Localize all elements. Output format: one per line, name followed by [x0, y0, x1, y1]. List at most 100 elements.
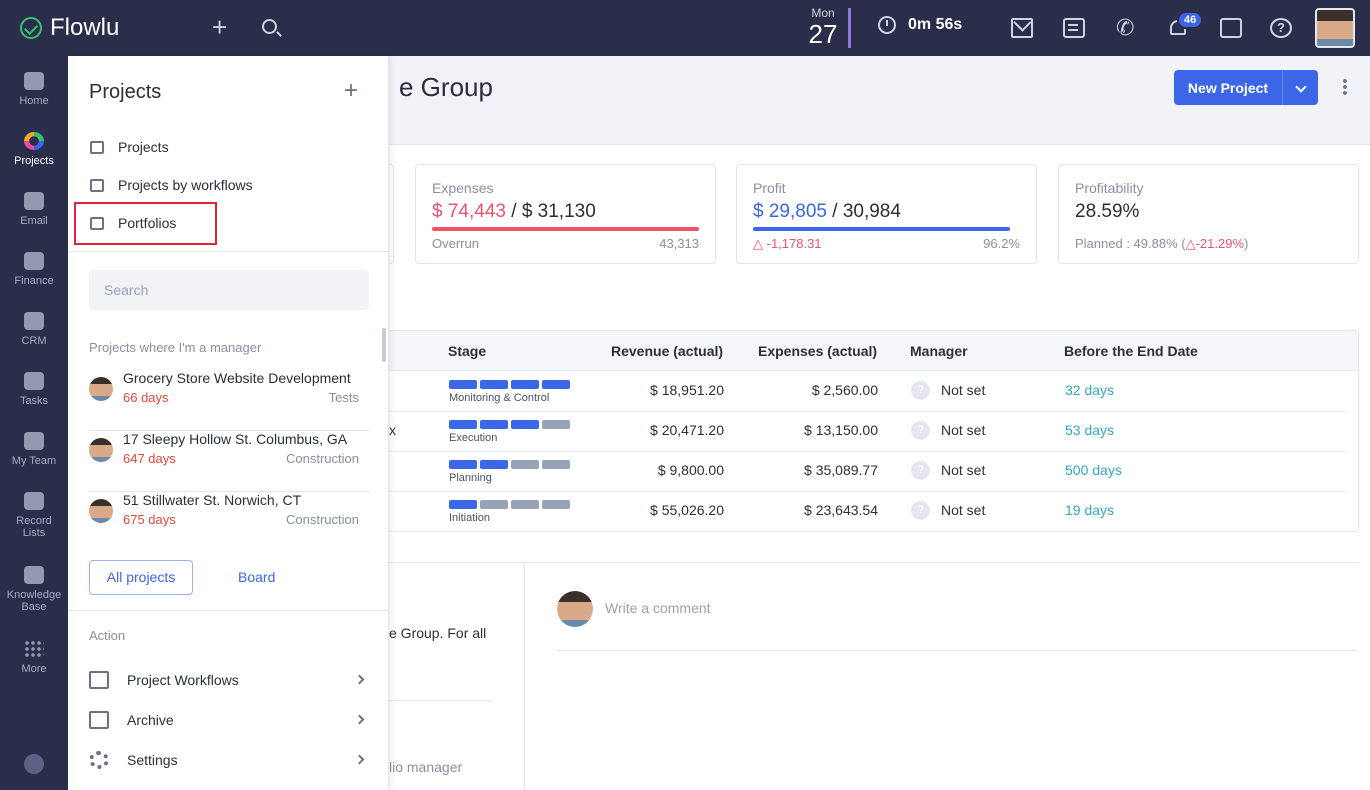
page-title: e Group: [399, 72, 493, 102]
comment-input[interactable]: Write a comment: [605, 600, 711, 616]
table-row[interactable]: x Execution $ 20,471.20 $ 13,150.00? Not set…: [381, 412, 1348, 452]
card-value: 28.59%: [1075, 201, 1140, 222]
stage-segment: [542, 380, 570, 389]
date-weekday: Mon: [811, 6, 835, 20]
panel-search-input[interactable]: [89, 270, 369, 310]
rail-label: CRM: [21, 335, 47, 347]
support-icon[interactable]: [24, 754, 44, 774]
planned-prefix: Planned : 49.88% (: [1075, 236, 1186, 251]
column-header[interactable]: Revenue (actual): [611, 343, 724, 359]
table-row[interactable]: Planning $ 9,800.00 $ 35,089.77? Not set 500…: [381, 452, 1348, 492]
panel-link-projects[interactable]: Projects: [90, 135, 169, 159]
knowledge-base-icon: [24, 566, 44, 584]
profit-actual: $ 29,805: [753, 201, 827, 222]
plus-icon[interactable]: +: [212, 12, 228, 42]
rail-item-finance[interactable]: Finance: [0, 252, 68, 287]
chat-icon[interactable]: [1220, 18, 1242, 38]
panel-divider: [68, 610, 389, 611]
card-value: $ 29,805 / 30,984: [753, 201, 901, 223]
rail-item-crm[interactable]: CRM: [0, 312, 68, 347]
column-header[interactable]: Stage: [448, 343, 487, 359]
list-item[interactable]: 51 Stillwater St. Norwich, CT 675 days C…: [89, 492, 369, 553]
rail-label: Home: [19, 95, 49, 107]
email-icon: [24, 192, 44, 210]
menu-item-archive[interactable]: Archive: [89, 705, 369, 735]
rail-item-more[interactable]: More: [0, 640, 68, 675]
question-icon: ?: [911, 501, 930, 520]
help-icon[interactable]: ?: [1270, 18, 1292, 38]
rail-item-my-team[interactable]: My Team: [0, 432, 68, 467]
list-item[interactable]: 17 Sleepy Hollow St. Columbus, GA 647 da…: [89, 431, 369, 492]
panel-link-portfolios[interactable]: Portfolios: [90, 211, 176, 235]
stage-progress: [449, 420, 570, 429]
rail-item-knowledge-base[interactable]: Knowledge Base: [0, 566, 68, 613]
stage-label: Planning: [449, 472, 492, 484]
column-header[interactable]: Manager: [910, 343, 968, 359]
panel-link-label: Portfolios: [118, 215, 177, 231]
menu-item-settings[interactable]: Settings: [89, 745, 369, 775]
value-separator: /: [505, 201, 522, 222]
card-title: Profit: [753, 180, 786, 196]
days-cell[interactable]: 32 days: [1065, 382, 1115, 398]
timer-value: 0m 56s: [908, 16, 963, 33]
mail-icon[interactable]: [1011, 18, 1033, 38]
rail-item-tasks[interactable]: Tasks: [0, 372, 68, 407]
stage-segment: [480, 380, 508, 389]
date-widget[interactable]: Mon 27: [806, 6, 840, 48]
expenses-actual: $ 74,443: [432, 201, 506, 222]
rail-item-record-lists[interactable]: Record Lists: [0, 492, 68, 539]
panel-link-projects-by-workflows[interactable]: Projects by workflows: [90, 173, 253, 197]
rail-item-projects[interactable]: Projects: [0, 132, 68, 167]
expenses-planned: $ 31,130: [521, 201, 596, 222]
list-divider: [89, 491, 369, 492]
search-icon[interactable]: [262, 19, 277, 34]
expenses-cell: $ 13,150.00: [804, 422, 878, 438]
rail-label: More: [21, 663, 47, 675]
table-row[interactable]: Initiation $ 55,026.20 $ 23,643.54? Not set…: [381, 492, 1348, 532]
kanban-icon: [90, 178, 104, 192]
rail-label: Projects: [14, 155, 54, 167]
column-header[interactable]: Before the End Date: [1064, 343, 1198, 359]
card-title: Expenses: [432, 180, 494, 196]
menu-item-project-workflows[interactable]: Project Workflows: [89, 665, 369, 695]
section-divider: [389, 562, 1359, 563]
rail-label: Tasks: [19, 395, 49, 407]
add-project-icon[interactable]: +: [344, 77, 359, 104]
stage-segment: [480, 500, 508, 509]
days-cell[interactable]: 53 days: [1065, 422, 1115, 438]
new-project-button[interactable]: New Project: [1174, 70, 1318, 105]
user-avatar[interactable]: [1315, 8, 1355, 48]
project-days: 675 days: [123, 512, 176, 527]
list-item[interactable]: Grocery Store Website Development 66 day…: [89, 370, 369, 431]
notification-badge: 46: [1177, 11, 1204, 29]
days-cell[interactable]: 500 days: [1065, 462, 1122, 478]
time-tracker[interactable]: 0m 56s: [878, 16, 962, 34]
table-row[interactable]: Monitoring & Control $ 18,951.20 $ 2,560.0…: [381, 372, 1348, 412]
days-cell[interactable]: 19 days: [1065, 502, 1115, 518]
profit-bar: [753, 227, 1010, 231]
rail-item-home[interactable]: Home: [0, 72, 68, 107]
board-link[interactable]: Board: [238, 569, 276, 585]
rail-label: Email: [20, 215, 48, 227]
all-projects-button[interactable]: All projects: [89, 560, 193, 595]
chevron-down-icon[interactable]: [1282, 70, 1318, 105]
revenue-cell: $ 20,471.20: [650, 422, 724, 438]
rail-item-email[interactable]: Email: [0, 192, 68, 227]
stage-progress: [449, 380, 570, 389]
stage-segment: [542, 460, 570, 469]
crm-icon: [24, 312, 44, 330]
project-days: 66 days: [123, 390, 169, 405]
panel-link-label: Projects by workflows: [118, 177, 253, 193]
column-header[interactable]: Expenses (actual): [758, 343, 878, 359]
project-type: Tests: [328, 390, 359, 405]
check-circle-icon: [20, 17, 42, 39]
project-days: 647 days: [123, 451, 176, 466]
panel-scrollbar[interactable]: [382, 328, 386, 362]
brand-name: Flowlu: [50, 14, 120, 41]
notes-icon[interactable]: [1063, 18, 1085, 38]
flowlu-logo[interactable]: Flowlu: [20, 14, 119, 42]
revenue-cell: $ 18,951.20: [650, 382, 724, 398]
menu-item-label: Project Workflows: [127, 672, 239, 688]
more-options-icon[interactable]: [1343, 78, 1347, 96]
phone-icon[interactable]: ✆: [1116, 15, 1135, 40]
